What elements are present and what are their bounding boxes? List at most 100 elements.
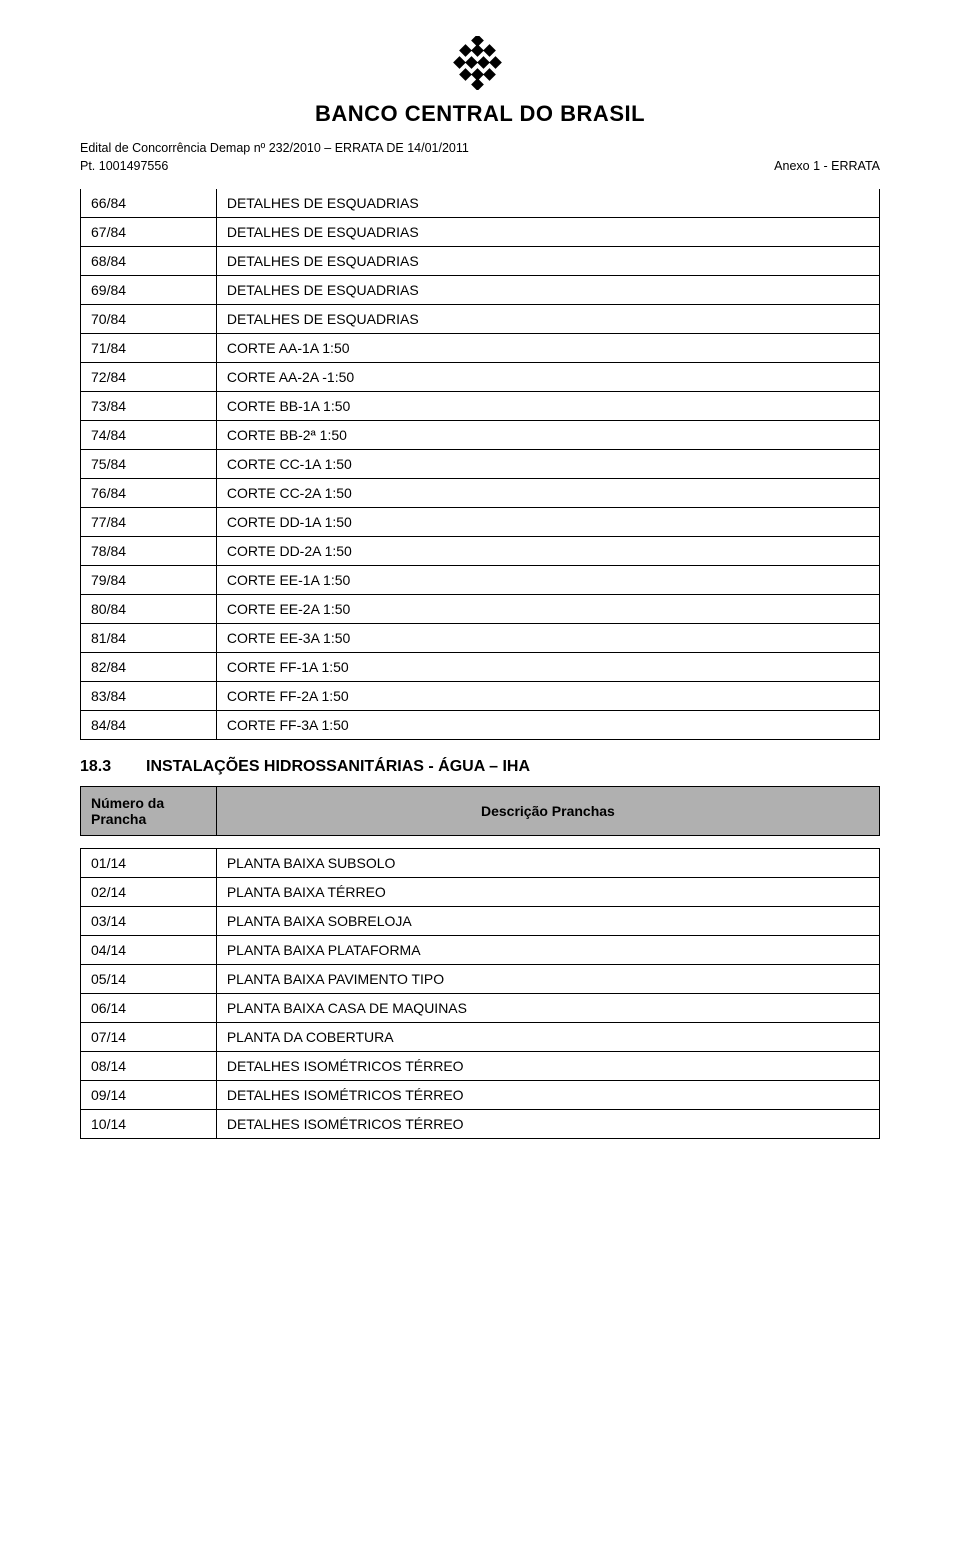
cell-desc: CORTE EE-1A 1:50 (216, 566, 879, 595)
cell-num: 07/14 (81, 1023, 217, 1052)
table-row: 75/84CORTE CC-1A 1:50 (81, 450, 880, 479)
cell-num: 81/84 (81, 624, 217, 653)
table-row: 06/14PLANTA BAIXA CASA DE MAQUINAS (81, 994, 880, 1023)
cell-num: 68/84 (81, 247, 217, 276)
table-row: 07/14PLANTA DA COBERTURA (81, 1023, 880, 1052)
table-row: 66/84DETALHES DE ESQUADRIAS (81, 189, 880, 218)
table-cortes: 66/84DETALHES DE ESQUADRIAS67/84DETALHES… (80, 189, 880, 740)
cell-desc: CORTE BB-1A 1:50 (216, 392, 879, 421)
cell-num: 82/84 (81, 653, 217, 682)
table-row: 76/84CORTE CC-2A 1:50 (81, 479, 880, 508)
table-row: 78/84CORTE DD-2A 1:50 (81, 537, 880, 566)
cell-num: 69/84 (81, 276, 217, 305)
cell-desc: CORTE DD-2A 1:50 (216, 537, 879, 566)
table-row: 77/84CORTE DD-1A 1:50 (81, 508, 880, 537)
cell-num: 76/84 (81, 479, 217, 508)
logo: BANCO CENTRAL DO BRASIL (80, 36, 880, 127)
table-row: 84/84CORTE FF-3A 1:50 (81, 711, 880, 740)
cell-desc: CORTE EE-2A 1:50 (216, 595, 879, 624)
table-row: 83/84CORTE FF-2A 1:50 (81, 682, 880, 711)
cell-num: 01/14 (81, 849, 217, 878)
cell-num: 72/84 (81, 363, 217, 392)
cell-num: 02/14 (81, 878, 217, 907)
table-row: 02/14PLANTA BAIXA TÉRREO (81, 878, 880, 907)
table-row: 74/84CORTE BB-2ª 1:50 (81, 421, 880, 450)
table-row: 81/84CORTE EE-3A 1:50 (81, 624, 880, 653)
cell-desc: CORTE CC-2A 1:50 (216, 479, 879, 508)
table-row: 69/84DETALHES DE ESQUADRIAS (81, 276, 880, 305)
cell-desc: PLANTA BAIXA SOBRELOJA (216, 907, 879, 936)
cell-desc: PLANTA BAIXA PLATAFORMA (216, 936, 879, 965)
cell-num: 71/84 (81, 334, 217, 363)
table-row: 05/14PLANTA BAIXA PAVIMENTO TIPO (81, 965, 880, 994)
cell-num: 10/14 (81, 1110, 217, 1139)
doc-annex: Anexo 1 - ERRATA (774, 159, 880, 173)
cell-num: 84/84 (81, 711, 217, 740)
table-row: 82/84CORTE FF-1A 1:50 (81, 653, 880, 682)
table-row: 70/84DETALHES DE ESQUADRIAS (81, 305, 880, 334)
cell-num: 70/84 (81, 305, 217, 334)
table-row: 04/14PLANTA BAIXA PLATAFORMA (81, 936, 880, 965)
cell-num: 66/84 (81, 189, 217, 218)
table-row: 68/84DETALHES DE ESQUADRIAS (81, 247, 880, 276)
cell-desc: PLANTA BAIXA SUBSOLO (216, 849, 879, 878)
table-row: 01/14PLANTA BAIXA SUBSOLO (81, 849, 880, 878)
cell-desc: DETALHES ISOMÉTRICOS TÉRREO (216, 1110, 879, 1139)
cell-desc: DETALHES DE ESQUADRIAS (216, 189, 879, 218)
cell-desc: DETALHES DE ESQUADRIAS (216, 276, 879, 305)
cell-num: 08/14 (81, 1052, 217, 1081)
cell-desc: CORTE AA-2A -1:50 (216, 363, 879, 392)
cell-num: 74/84 (81, 421, 217, 450)
cell-num: 83/84 (81, 682, 217, 711)
cell-desc: DETALHES ISOMÉTRICOS TÉRREO (216, 1052, 879, 1081)
cell-num: 05/14 (81, 965, 217, 994)
cell-desc: PLANTA BAIXA TÉRREO (216, 878, 879, 907)
table2-header: Número da Prancha Descrição Pranchas (80, 786, 880, 836)
section-heading: 18.3 INSTALAÇÕES HIDROSSANITÁRIAS - ÁGUA… (80, 758, 880, 776)
table-row: 08/14DETALHES ISOMÉTRICOS TÉRREO (81, 1052, 880, 1081)
table-row: 03/14PLANTA BAIXA SOBRELOJA (81, 907, 880, 936)
table-row: 71/84CORTE AA-1A 1:50 (81, 334, 880, 363)
cell-num: 79/84 (81, 566, 217, 595)
cell-num: 06/14 (81, 994, 217, 1023)
cell-desc: CORTE DD-1A 1:50 (216, 508, 879, 537)
cell-num: 03/14 (81, 907, 217, 936)
table-pranchas: 01/14PLANTA BAIXA SUBSOLO02/14PLANTA BAI… (80, 848, 880, 1139)
cell-num: 04/14 (81, 936, 217, 965)
table-row: 10/14DETALHES ISOMÉTRICOS TÉRREO (81, 1110, 880, 1139)
cell-desc: PLANTA DA COBERTURA (216, 1023, 879, 1052)
table-row: 67/84DETALHES DE ESQUADRIAS (81, 218, 880, 247)
section-title: INSTALAÇÕES HIDROSSANITÁRIAS - ÁGUA – IH… (146, 758, 530, 776)
table-row: 79/84CORTE EE-1A 1:50 (81, 566, 880, 595)
cell-desc: DETALHES DE ESQUADRIAS (216, 218, 879, 247)
bcb-logo-icon (445, 36, 515, 90)
cell-num: 73/84 (81, 392, 217, 421)
cell-desc: CORTE CC-1A 1:50 (216, 450, 879, 479)
cell-num: 09/14 (81, 1081, 217, 1110)
table-row: 72/84CORTE AA-2A -1:50 (81, 363, 880, 392)
cell-num: 80/84 (81, 595, 217, 624)
cell-desc: CORTE AA-1A 1:50 (216, 334, 879, 363)
cell-desc: PLANTA BAIXA PAVIMENTO TIPO (216, 965, 879, 994)
cell-desc: DETALHES DE ESQUADRIAS (216, 247, 879, 276)
table-row: 80/84CORTE EE-2A 1:50 (81, 595, 880, 624)
cell-desc: CORTE FF-3A 1:50 (216, 711, 879, 740)
cell-desc: CORTE FF-1A 1:50 (216, 653, 879, 682)
table-row: 09/14DETALHES ISOMÉTRICOS TÉRREO (81, 1081, 880, 1110)
cell-desc: CORTE EE-3A 1:50 (216, 624, 879, 653)
bank-name: BANCO CENTRAL DO BRASIL (80, 101, 880, 127)
cell-num: 67/84 (81, 218, 217, 247)
cell-desc: DETALHES DE ESQUADRIAS (216, 305, 879, 334)
table2-col-num-header: Número da Prancha (81, 787, 217, 836)
doc-pt-number: Pt. 1001497556 (80, 159, 168, 173)
cell-num: 77/84 (81, 508, 217, 537)
cell-desc: CORTE FF-2A 1:50 (216, 682, 879, 711)
cell-num: 75/84 (81, 450, 217, 479)
cell-num: 78/84 (81, 537, 217, 566)
section-number: 18.3 (80, 758, 122, 776)
doc-title-line1: Edital de Concorrência Demap nº 232/2010… (80, 141, 880, 155)
cell-desc: DETALHES ISOMÉTRICOS TÉRREO (216, 1081, 879, 1110)
cell-desc: PLANTA BAIXA CASA DE MAQUINAS (216, 994, 879, 1023)
table-row: 73/84CORTE BB-1A 1:50 (81, 392, 880, 421)
cell-desc: CORTE BB-2ª 1:50 (216, 421, 879, 450)
